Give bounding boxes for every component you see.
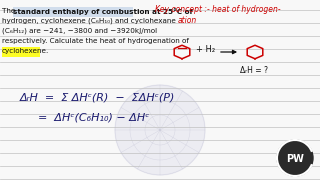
- Circle shape: [115, 85, 205, 175]
- Text: ation: ation: [178, 16, 197, 25]
- Text: Key concept :- heat of hydrogen-: Key concept :- heat of hydrogen-: [155, 5, 281, 14]
- Bar: [13, 7, 133, 17]
- Text: hydrogen, cyclohexene (C₆H₁₀) and cyclohexane: hydrogen, cyclohexene (C₆H₁₀) and cycloh…: [2, 18, 176, 24]
- Text: PW: PW: [286, 154, 304, 164]
- Text: + H₂: + H₂: [196, 44, 215, 53]
- Text: =  ΔHᶜ(C₆H₁₀) − ΔHᶜ: = ΔHᶜ(C₆H₁₀) − ΔHᶜ: [38, 113, 149, 123]
- Text: cyclohexene.: cyclohexene.: [2, 48, 49, 54]
- Bar: [2, 47, 40, 57]
- Text: ΔᵣH = ?: ΔᵣH = ?: [240, 66, 268, 75]
- Circle shape: [277, 140, 313, 176]
- Text: standard enthalpy of combustion at 25°C of: standard enthalpy of combustion at 25°C …: [13, 8, 193, 15]
- Text: respectively. Calculate the heat of hydrogenation of: respectively. Calculate the heat of hydr…: [2, 38, 189, 44]
- Text: (C₆H₁₂) are −241, −3800 and −3920kJ/mol: (C₆H₁₂) are −241, −3800 and −3920kJ/mol: [2, 28, 157, 35]
- Text: The: The: [2, 8, 18, 14]
- Text: ΔᵣH  =  Σ ΔHᶜ(R)  −  ΣΔHᶜ(P): ΔᵣH = Σ ΔHᶜ(R) − ΣΔHᶜ(P): [20, 93, 175, 103]
